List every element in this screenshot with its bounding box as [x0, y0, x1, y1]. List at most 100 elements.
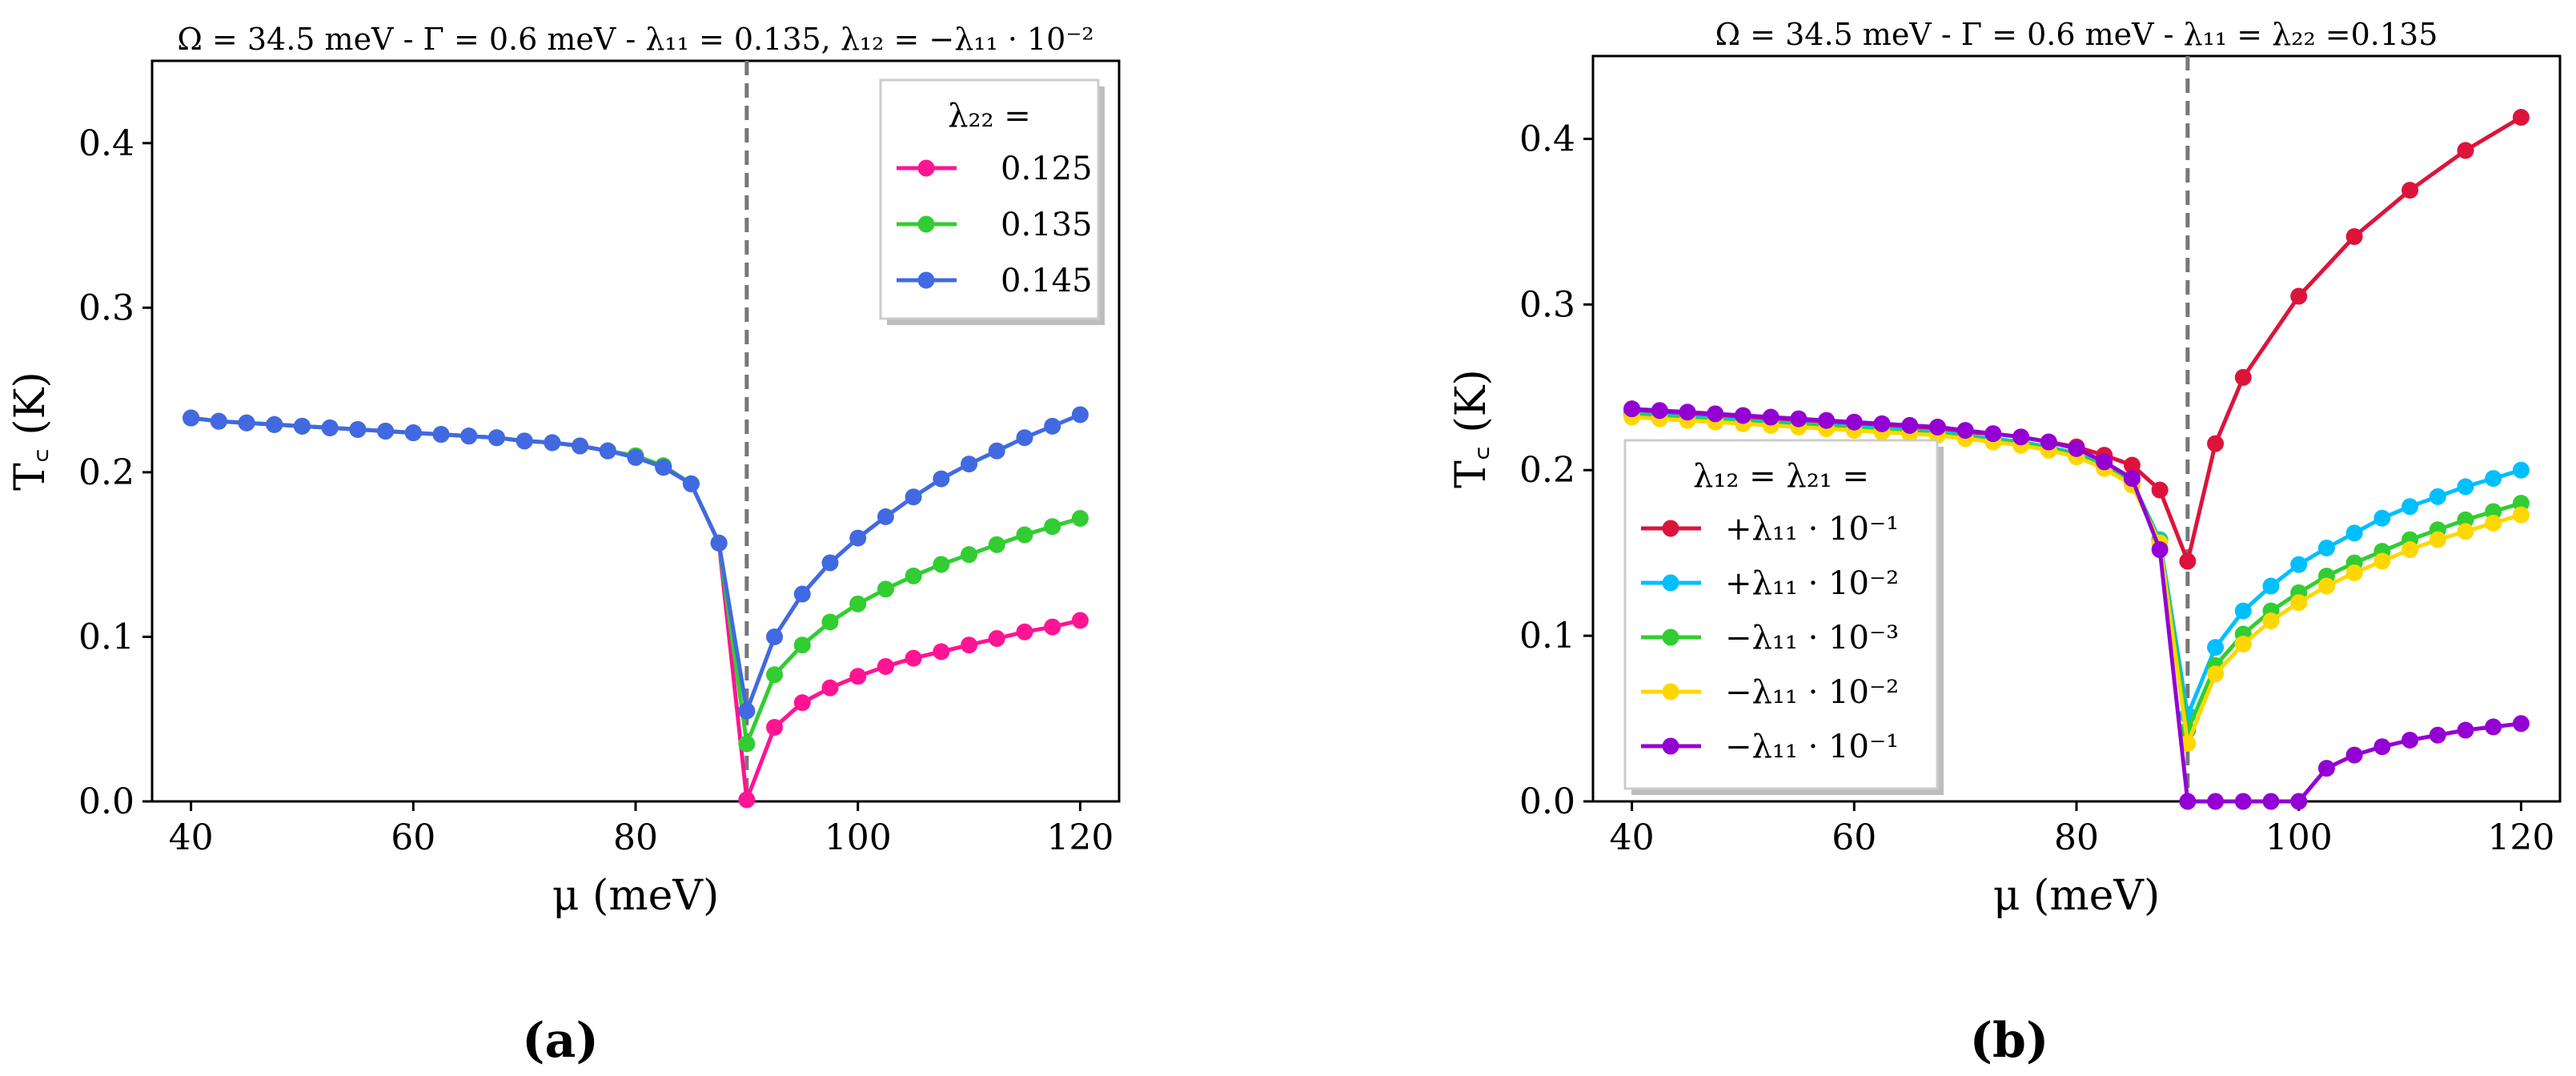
- x-axis-label: μ (meV): [1993, 872, 2161, 920]
- data-point: [1679, 404, 1696, 421]
- data-point: [2457, 478, 2474, 496]
- x-tick-label: 100: [2265, 817, 2333, 858]
- x-axis-label: μ (meV): [552, 872, 720, 920]
- data-point: [2512, 715, 2530, 733]
- legend-swatch-marker: [917, 271, 935, 289]
- data-point: [2151, 541, 2169, 559]
- data-point: [2234, 793, 2252, 810]
- data-point: [1734, 407, 1751, 424]
- data-point: [2345, 746, 2363, 764]
- data-point: [2234, 602, 2252, 620]
- data-point: [988, 630, 1005, 647]
- data-point: [1044, 518, 1061, 536]
- data-point: [2401, 182, 2419, 199]
- data-point: [1071, 406, 1089, 424]
- data-point: [793, 636, 811, 654]
- data-point: [1928, 418, 1946, 436]
- data-point: [2373, 509, 2391, 527]
- y-tick-label: 0.3: [1519, 284, 1575, 325]
- data-point: [766, 628, 784, 645]
- data-point: [2429, 488, 2446, 505]
- data-point: [655, 459, 672, 476]
- data-point: [2373, 738, 2391, 756]
- legend-box: [1623, 439, 1939, 790]
- data-point: [933, 556, 950, 573]
- data-point: [544, 434, 561, 452]
- x-tick-label: 40: [1610, 817, 1655, 858]
- x-tick-label: 60: [391, 817, 435, 858]
- data-point: [793, 585, 811, 603]
- data-point: [2429, 726, 2446, 744]
- data-point: [961, 636, 978, 654]
- data-point: [2512, 461, 2530, 479]
- legend-item: −λ₁₁ · 10⁻²: [1641, 674, 1899, 711]
- legend-label: −λ₁₁ · 10⁻²: [1725, 674, 1899, 711]
- data-point: [738, 702, 756, 720]
- data-point: [516, 432, 533, 450]
- y-tick-label: 0.0: [1519, 781, 1575, 822]
- series-line: [191, 416, 1081, 746]
- data-point: [682, 475, 700, 492]
- data-point: [2290, 793, 2308, 810]
- chart-title: Ω = 34.5 meV - Γ = 0.6 meV - λ₁₁ = 0.135…: [177, 22, 1093, 57]
- legend-swatch-marker: [1662, 737, 1679, 755]
- data-point: [2485, 514, 2502, 532]
- legend-swatch-marker: [1662, 628, 1679, 646]
- data-point: [905, 567, 922, 584]
- data-point: [2512, 506, 2530, 524]
- x-tick-label: 80: [613, 817, 658, 858]
- data-point: [2401, 731, 2419, 749]
- y-axis-label: T꜀ (K): [1447, 369, 1495, 488]
- legend-label: +λ₁₁ · 10⁻²: [1725, 565, 1899, 602]
- legend-title: λ₂₂ =: [948, 98, 1031, 134]
- legend-swatch-marker: [1662, 574, 1679, 592]
- data-point: [1873, 415, 1891, 432]
- data-point: [321, 419, 339, 436]
- legend-label: −λ₁₁ · 10⁻¹: [1725, 729, 1899, 765]
- data-point: [2179, 552, 2197, 570]
- data-point: [238, 414, 255, 432]
- y-tick-label: 0.4: [78, 123, 134, 164]
- x-tick-label: 40: [169, 817, 214, 858]
- legend-label: 0.145: [1001, 263, 1093, 299]
- data-point: [460, 428, 478, 445]
- legend-swatch-marker: [1662, 683, 1679, 701]
- data-point: [2096, 453, 2113, 471]
- data-point: [766, 666, 784, 684]
- data-point: [2317, 760, 2335, 777]
- data-point: [2345, 524, 2363, 542]
- data-point: [210, 412, 227, 430]
- data-point: [2485, 470, 2502, 488]
- data-point: [793, 694, 811, 712]
- legend: λ₂₂ = 0.125 0.135 0.145: [879, 78, 1105, 325]
- data-point: [905, 488, 922, 506]
- data-point: [2485, 503, 2502, 520]
- data-point: [2512, 109, 2530, 126]
- data-point: [349, 420, 367, 438]
- data-point: [1016, 623, 1033, 640]
- legend-item: 0.135: [897, 207, 1093, 243]
- legend-swatch-marker: [1662, 520, 1679, 537]
- data-point: [404, 424, 422, 442]
- data-point: [2262, 793, 2280, 810]
- data-point: [877, 580, 894, 598]
- legend-item: 0.145: [897, 263, 1093, 299]
- legend-label: 0.135: [1001, 207, 1093, 243]
- y-tick-label: 0.2: [1519, 450, 1575, 491]
- data-point: [183, 409, 200, 427]
- data-point: [2207, 793, 2225, 810]
- data-point: [2373, 552, 2391, 570]
- data-point: [2345, 564, 2363, 581]
- data-point: [2401, 541, 2419, 559]
- data-point: [2290, 556, 2308, 573]
- data-point: [1071, 612, 1089, 629]
- data-point: [2068, 440, 2085, 457]
- legend-item: 0.125: [897, 151, 1093, 187]
- data-point: [2262, 612, 2280, 629]
- legend-item: −λ₁₁ · 10⁻¹: [1641, 729, 1899, 765]
- data-point: [2457, 523, 2474, 540]
- data-point: [988, 536, 1005, 553]
- data-point: [2317, 539, 2335, 556]
- data-point: [988, 442, 1005, 460]
